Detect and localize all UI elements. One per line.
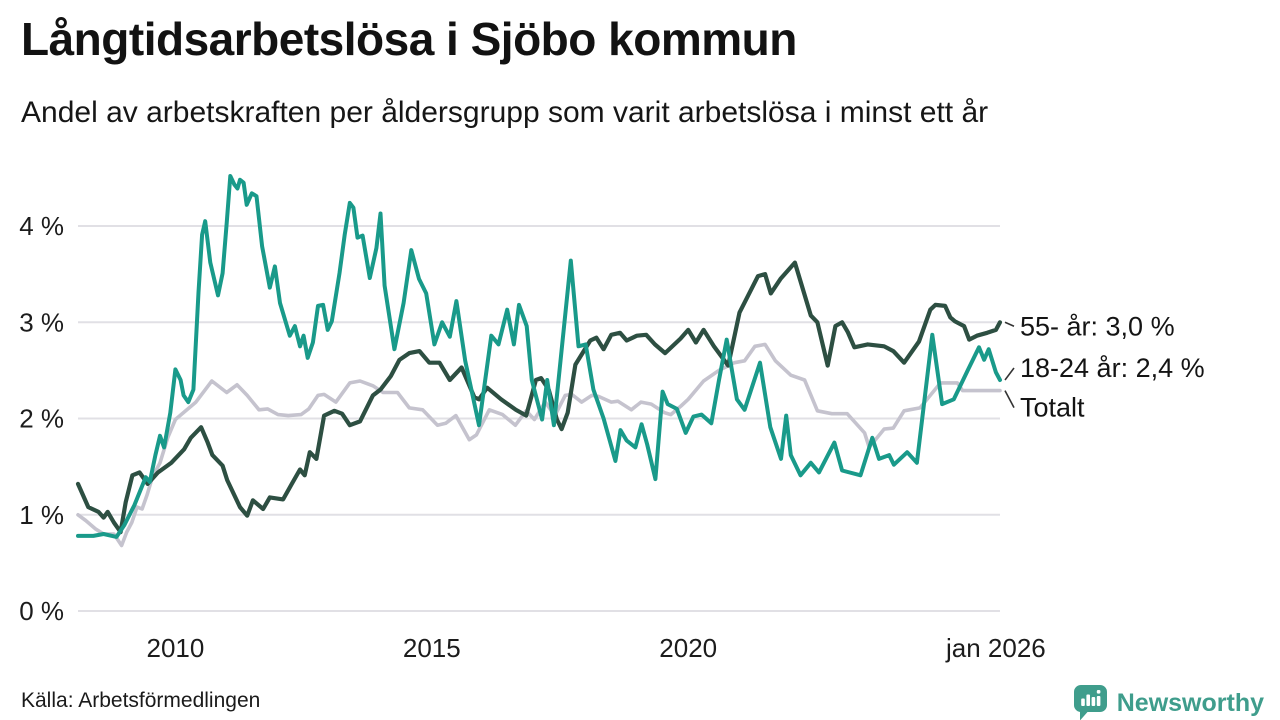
series-line-totalt [76, 342, 1002, 548]
label-leader-line-totalt [1004, 390, 1015, 408]
y-axis-tick-label: 3 % [19, 307, 64, 337]
newsworthy-logo[interactable]: Newsworthy [1073, 684, 1264, 720]
label-leader-line-18-24-ar [1004, 367, 1015, 381]
series-line-18-24-ar [76, 174, 1002, 539]
x-axis-tick-label: 2020 [659, 633, 717, 663]
bar-chart-bar-1 [1080, 698, 1085, 706]
source-note: Källa: Arbetsförmedlingen [21, 689, 261, 712]
newsworthy-logo-text: Newsworthy [1116, 688, 1264, 717]
series-line-55-ar [75, 260, 1003, 535]
x-axis-tick-label: jan 2026 [945, 633, 1046, 663]
y-axis-tick-label: 2 % [19, 404, 64, 434]
page-title: Långtidsarbetslösa i Sjöbo kommun [21, 13, 797, 65]
series-end-label-18-24-ar: 18-24 år: 2,4 % [1020, 353, 1205, 383]
exclamation-bar [1096, 696, 1101, 706]
y-axis-tick-label: 0 % [19, 596, 64, 626]
series-end-label-totalt: Totalt [1020, 393, 1085, 423]
exclamation-dot [1096, 690, 1101, 694]
y-axis-tick-label: 1 % [19, 500, 64, 530]
bar-chart-bar-2 [1086, 694, 1090, 706]
y-axis-tick-label: 4 % [19, 211, 64, 241]
chart-subtitle: Andel av arbetskraften per åldersgrupp s… [21, 96, 989, 129]
label-leader-line-55-ar [1004, 321, 1015, 327]
speech-bubble-shape [1073, 685, 1107, 720]
x-axis-tick-label: 2010 [147, 633, 205, 663]
x-axis-tick-label: 2015 [403, 633, 461, 663]
newsworthy-logo-icon [1073, 685, 1107, 720]
bar-chart-bar-3 [1091, 697, 1095, 706]
series-end-label-55-ar: 55- år: 3,0 % [1020, 311, 1175, 341]
